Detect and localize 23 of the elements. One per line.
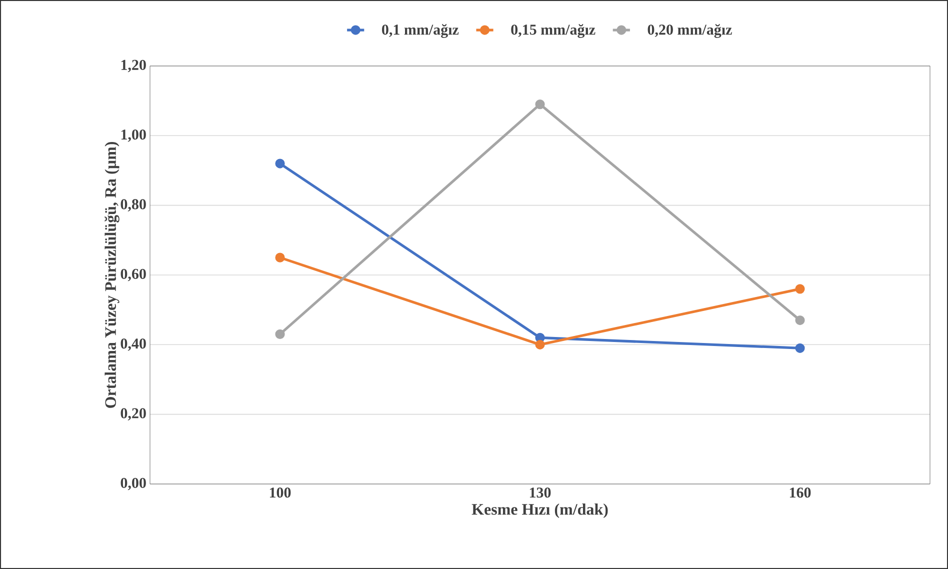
y-tick-label: 0,40 <box>120 338 146 351</box>
y-axis-title: Ortalama Yüzey Pürüzlülüğü, Ra (µm) <box>104 142 120 408</box>
point <box>795 284 805 294</box>
y-tick-label: 1,00 <box>121 130 146 142</box>
point <box>275 252 285 262</box>
y-tick-label: 1,20 <box>121 60 146 72</box>
x-tick-label: 130 <box>530 488 551 498</box>
x-tick-label: 100 <box>270 488 291 498</box>
point <box>275 329 285 340</box>
x-tick-label: 160 <box>790 488 811 498</box>
x-axis-title: Kesme Hızı (m/dak) <box>472 504 608 518</box>
y-tick-label: 0,60 <box>120 268 146 282</box>
legend-label: 0,15 mm/ağız <box>511 24 596 38</box>
y-tick-label: 0,00 <box>120 478 146 490</box>
legend-label: 0,20 mm/ağız <box>648 24 732 38</box>
point <box>795 315 805 326</box>
y-tick-label: 0,20 <box>120 408 146 420</box>
legend-label: 0,1 mm/ağız <box>382 24 459 38</box>
y-tick-label: 0,80 <box>120 199 146 212</box>
point <box>535 100 545 110</box>
point <box>535 340 545 350</box>
point <box>795 343 805 353</box>
point <box>275 158 285 168</box>
